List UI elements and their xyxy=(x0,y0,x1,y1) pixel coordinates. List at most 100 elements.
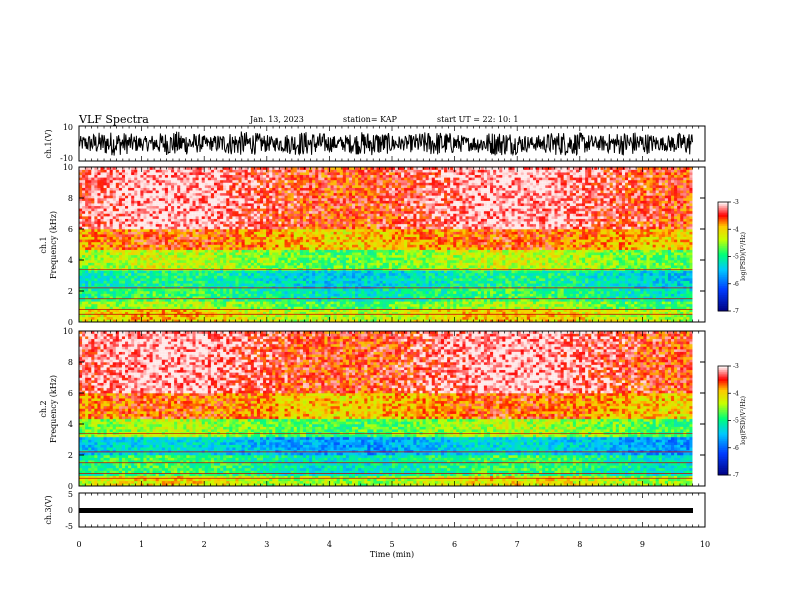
ch1-spectrogram-cell xyxy=(284,314,288,318)
ch1-spectrogram-cell xyxy=(278,185,282,188)
ch1-spectrogram-cell xyxy=(293,280,298,284)
ch1-spectrogram-cell xyxy=(229,205,233,209)
ch1-spectrogram-cell xyxy=(112,179,117,183)
ch1-spectrogram-cell xyxy=(235,198,239,201)
ch1-spectrogram-cell xyxy=(244,247,249,250)
ch1-spectrogram-cell xyxy=(134,291,138,294)
ch1-spectrogram-cell xyxy=(112,280,117,284)
ch1-spectrogram-cell xyxy=(281,291,285,294)
ch1-spectrogram-cell xyxy=(183,257,187,261)
ch1-spectrogram-cell xyxy=(253,200,258,204)
ch1-spectrogram-cell xyxy=(198,231,202,235)
ch1-spectrogram-cell xyxy=(217,210,221,214)
ch1-spectrogram-cell xyxy=(118,239,123,243)
ch1-spectrogram-cell xyxy=(272,265,276,269)
ch1-spectrogram-cell xyxy=(330,303,334,307)
ch1-spectrogram-cell xyxy=(235,172,239,176)
ch1-spectrogram-cell xyxy=(309,203,313,207)
ch1-spectrogram-cell xyxy=(118,272,123,276)
ch1-spectrogram-cell xyxy=(161,221,166,225)
ch1-spectrogram-cell xyxy=(198,213,202,217)
ch1-spectrogram-cell xyxy=(272,280,276,284)
ch1-spectrogram-cell xyxy=(152,226,156,230)
ch1-spectrogram-cell xyxy=(305,195,310,199)
ch1-spectrogram-cell xyxy=(287,309,291,312)
ch1-spectrogram-cell xyxy=(183,247,187,250)
ch1-spectrogram-cell xyxy=(183,236,187,240)
ch1-spectrogram-cell xyxy=(318,280,322,284)
ch1-spectrogram-cell xyxy=(183,244,187,248)
ch1-spectrogram-cell xyxy=(229,316,233,320)
ch1-spectrogram-cell xyxy=(213,200,218,204)
ch1-spectrogram-cell xyxy=(134,205,138,209)
ch1-spectrogram-cell xyxy=(115,303,120,307)
ch1-spectrogram-cell xyxy=(278,174,282,178)
ch1-spectrogram-cell xyxy=(161,254,166,258)
ch1-spectrogram-cell xyxy=(115,319,120,323)
ch1-spectrogram-cell xyxy=(210,293,215,297)
ch1-spectrogram-cell xyxy=(161,169,166,173)
ch1-spectrogram-cell xyxy=(155,278,160,281)
ch1-spectrogram-cell xyxy=(155,208,160,212)
ch1-spectrogram-cell xyxy=(146,247,150,250)
ch1-spectrogram-cell xyxy=(152,306,156,310)
ch1-spectrogram-cell xyxy=(299,306,304,310)
ch1-spectrogram-cell xyxy=(238,203,242,207)
ch1-spectrogram-cell xyxy=(284,234,288,238)
ch1-spectrogram-cell xyxy=(128,187,132,191)
ch1-spectrogram-cell xyxy=(256,190,261,194)
ch1-spectrogram-cell xyxy=(217,223,221,227)
ch1-spectrogram-cell xyxy=(97,210,101,214)
ch1-spectrogram-cell xyxy=(143,254,147,258)
ch1-spectrogram-cell xyxy=(281,182,285,186)
ch1-spectrogram-cell xyxy=(217,216,221,219)
ch1-spectrogram-cell xyxy=(253,167,258,170)
ch1-spectrogram-cell xyxy=(186,249,190,253)
ch1-spectrogram-cell xyxy=(253,198,258,201)
ch1-spectrogram-cell xyxy=(131,192,135,196)
ch1-spectrogram-cell xyxy=(91,291,95,294)
ch1-spectrogram-cell xyxy=(140,314,144,318)
ch1-spectrogram-cell xyxy=(296,179,301,183)
ch1-spectrogram-cell xyxy=(275,213,279,217)
ch1-spectrogram-cell xyxy=(281,262,285,266)
ch1-spectrogram-cell xyxy=(152,182,156,186)
ch1-spectrogram-cell xyxy=(134,306,138,310)
ch1-spectrogram-cell xyxy=(223,208,227,212)
ch1-spectrogram-cell xyxy=(167,291,172,294)
ch1-spectrogram-cell xyxy=(232,205,236,209)
ch1-spectrogram-cell xyxy=(171,192,175,196)
ch1-spectrogram-cell xyxy=(94,187,98,191)
ch1-spectrogram-cell xyxy=(223,236,227,240)
ch1-spectrogram-cell xyxy=(275,257,279,261)
ch1-spectrogram-cell xyxy=(201,293,206,297)
ch1-spectrogram-cell xyxy=(315,192,319,196)
ch1-spectrogram-cell xyxy=(229,270,233,274)
ch1-spectrogram-cell xyxy=(143,179,147,183)
ch1-spectrogram-cell xyxy=(94,203,98,207)
ch1-spectrogram-cell xyxy=(241,285,245,289)
ch1-spectrogram-cell xyxy=(143,260,147,263)
ch1-spectrogram-cell xyxy=(238,167,242,170)
ch1-spectrogram-cell xyxy=(324,262,328,266)
ch1-spectrogram-cell xyxy=(186,254,190,258)
ch1-spectrogram-cell xyxy=(210,198,215,201)
ch1-spectrogram-cell xyxy=(186,200,190,204)
ch1-spectrogram-cell xyxy=(217,275,221,279)
ch1-spectrogram-cell xyxy=(198,265,202,269)
ch1-spectrogram-cell xyxy=(296,195,301,199)
ch1-spectrogram-cell xyxy=(259,262,264,266)
ch1-spectrogram-cell xyxy=(125,260,129,263)
ch1-spectrogram-cell xyxy=(213,198,218,201)
ch1-spectrogram-cell xyxy=(180,210,184,214)
ch1-spectrogram-cell xyxy=(183,208,187,212)
ch1-spectrogram-cell xyxy=(158,244,163,248)
ch1-spectrogram-cell xyxy=(155,260,160,263)
ch1-spectrogram-cell xyxy=(201,257,206,261)
ch1-spectrogram-cell xyxy=(91,167,95,170)
ch1-spectrogram-cell xyxy=(235,236,239,240)
ch1-spectrogram-cell xyxy=(91,192,95,196)
ch1-spectrogram-cell xyxy=(210,177,215,181)
ch1-spectrogram-cell xyxy=(305,179,310,183)
ch1-spectrogram-cell xyxy=(88,265,92,269)
